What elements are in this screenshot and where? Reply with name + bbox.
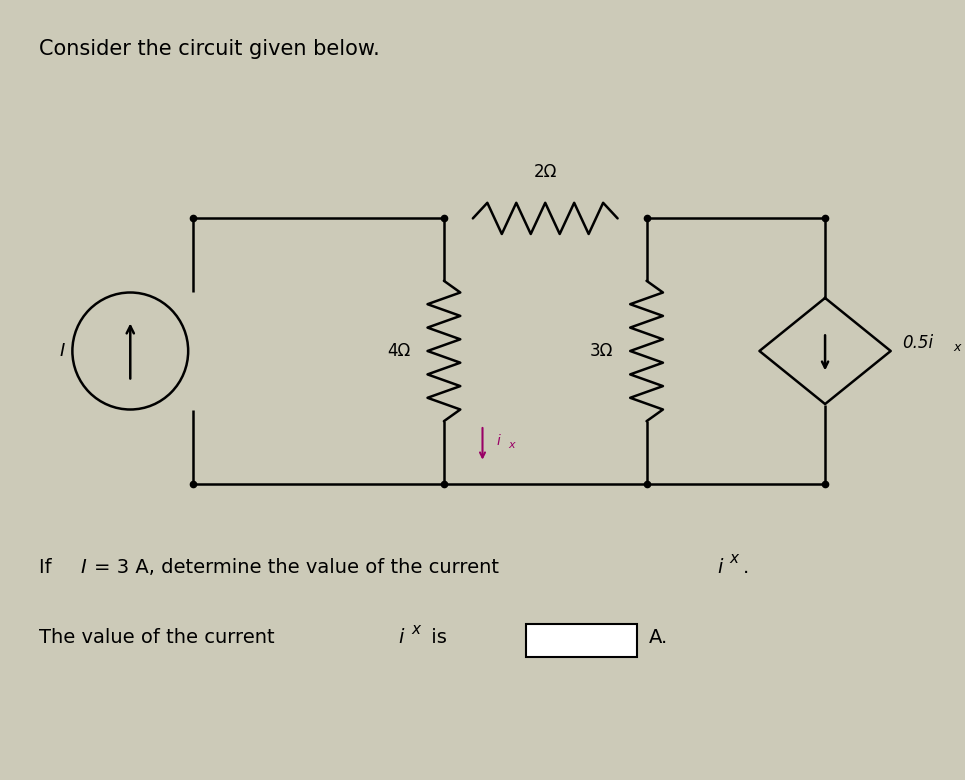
Text: i: i [717,558,723,576]
Text: .: . [743,558,749,576]
Text: If: If [39,558,58,576]
Text: x: x [730,551,738,566]
Text: Consider the circuit given below.: Consider the circuit given below. [39,39,379,59]
Text: x: x [953,342,961,354]
Text: x: x [509,441,515,450]
Text: A.: A. [648,628,668,647]
FancyBboxPatch shape [526,624,637,657]
Text: 4Ω: 4Ω [387,342,410,360]
Text: = 3 A, determine the value of the current: = 3 A, determine the value of the curren… [94,558,505,576]
Text: 2Ω: 2Ω [534,163,557,181]
Text: 0.5i: 0.5i [902,334,933,353]
Text: I: I [60,342,66,360]
Text: 3Ω: 3Ω [590,342,613,360]
Text: x: x [411,622,420,636]
Text: The value of the current: The value of the current [39,628,281,647]
Text: I: I [80,558,86,576]
Text: i: i [497,434,501,448]
Text: i: i [399,628,404,647]
Text: is: is [425,628,453,647]
